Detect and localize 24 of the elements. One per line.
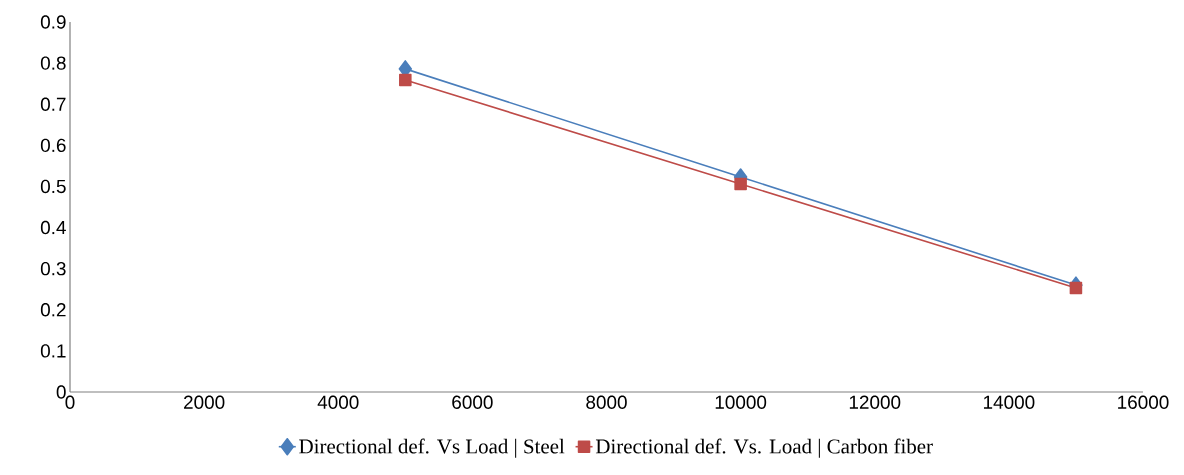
y-tick-label: 0.7	[40, 97, 66, 111]
y-tick-label: 0.1	[40, 344, 66, 358]
y-tick-label: 0.2	[40, 303, 66, 317]
y-tick-label: 0	[56, 385, 66, 399]
x-tick-label: 8000	[586, 395, 627, 409]
y-tick-label: 0.3	[40, 261, 66, 276]
y-tick-label: 0.9	[40, 15, 66, 29]
x-tick-label: 12000	[849, 395, 901, 409]
point	[734, 177, 747, 191]
y-tick-label: 0.8	[40, 56, 66, 70]
x-tick-label: 2000	[184, 395, 225, 409]
x-tick-label: 6000	[452, 395, 493, 409]
x-tick-label: 0	[65, 395, 75, 409]
point	[399, 73, 412, 87]
y-tick-label: 0.6	[40, 138, 66, 153]
legend-label: Directional def. Vs Load | Steel	[299, 438, 565, 458]
point	[1069, 281, 1083, 295]
x-tick-label: 4000	[317, 395, 359, 409]
x-tick-label: 10000	[715, 395, 767, 409]
y-tick-label: 0.5	[40, 179, 66, 194]
y-tick-label: 0.4	[40, 220, 66, 235]
x-tick-label: 16000	[1118, 395, 1169, 409]
legend-label: Directional def. Vs. Load | Carbon fiber	[595, 438, 933, 458]
x-tick-label: 14000	[983, 395, 1035, 409]
